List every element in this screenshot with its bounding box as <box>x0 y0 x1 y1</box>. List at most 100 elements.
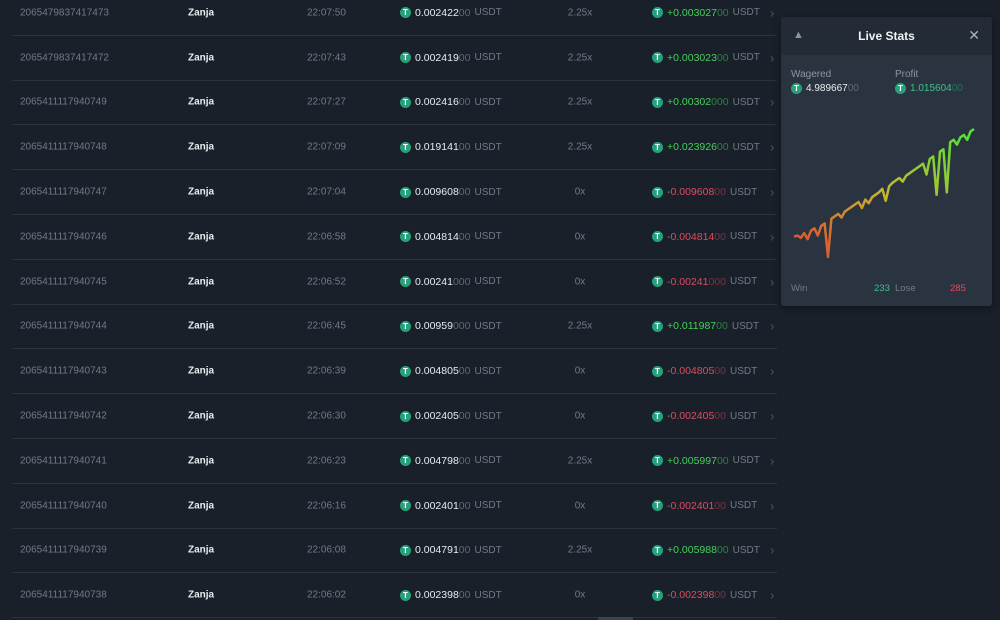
bet-amount: T 0.004798 00 USDT <box>400 455 502 467</box>
tether-icon: T <box>400 141 411 153</box>
currency: USDT <box>474 455 502 467</box>
table-row[interactable]: 2065411117940747 Zanja 22:07:04 T 0.00960… <box>12 170 777 215</box>
tether-icon: T <box>652 320 663 332</box>
username[interactable]: Zanja <box>188 589 215 601</box>
live-stats-panel: ▲ Live Stats ✕ Wagered T 4.989667 00 Profi… <box>781 17 992 306</box>
currency: USDT <box>729 276 758 288</box>
bet-id[interactable]: 2065411117940743 <box>20 365 107 377</box>
table-row[interactable]: 2065411117940748 Zanja 22:07:09 T 0.01914… <box>12 125 777 171</box>
table-row[interactable]: 2065411117940738 Zanja 22:06:02 T 0.00239… <box>12 573 777 619</box>
bet-amount: T 0.002398 00 USDT <box>400 589 502 601</box>
bet-amount: T 0.009608 00 USDT <box>400 186 502 198</box>
live-stats-title: Live Stats <box>858 29 915 43</box>
currency: USDT <box>731 320 760 332</box>
currency: USDT <box>474 7 502 19</box>
chevron-right-icon[interactable]: › <box>770 453 775 469</box>
bet-id[interactable]: 2065411117940744 <box>20 320 107 332</box>
table-row[interactable]: 2065411117940742 Zanja 22:06:30 T 0.00240… <box>12 394 777 439</box>
live-stats-header[interactable]: ▲ Live Stats ✕ <box>781 17 992 55</box>
scroll-indicator[interactable] <box>598 617 633 620</box>
chevron-right-icon[interactable]: › <box>770 229 775 245</box>
chevron-right-icon[interactable]: › <box>770 94 775 110</box>
payout: T +0.005997 00 USDT <box>652 455 760 467</box>
username[interactable]: Zanja <box>188 141 215 153</box>
payout-trail: 00 <box>714 365 726 378</box>
table-row[interactable]: 2065411117940745 Zanja 22:06:52 T 0.00241… <box>12 260 777 305</box>
username[interactable]: Zanja <box>188 231 215 243</box>
multiplier: 0x <box>574 276 586 288</box>
username[interactable]: Zanja <box>188 365 215 377</box>
username[interactable]: Zanja <box>188 52 215 64</box>
username[interactable]: Zanja <box>188 410 215 422</box>
bet-id[interactable]: 2065411117940741 <box>20 455 107 467</box>
amount-main: 0.002416 <box>415 96 459 109</box>
chevron-right-icon[interactable]: › <box>770 50 775 66</box>
chevron-right-icon[interactable]: › <box>770 184 775 200</box>
username[interactable]: Zanja <box>188 320 215 332</box>
payout: T -0.002401 00 USDT <box>652 500 757 512</box>
chevron-right-icon[interactable]: › <box>770 274 775 290</box>
table-row[interactable]: 2065411117940740 Zanja 22:06:16 T 0.00240… <box>12 484 777 529</box>
payout-main: +0.003027 <box>667 6 717 19</box>
payout-main: -0.004814 <box>667 230 715 243</box>
table-row[interactable]: 2065411117940749 Zanja 22:07:27 T 0.00241… <box>12 81 777 126</box>
multiplier: 0x <box>574 186 586 198</box>
close-icon[interactable]: ✕ <box>968 27 980 43</box>
chevron-right-icon[interactable]: › <box>770 408 775 424</box>
username[interactable]: Zanja <box>188 455 215 467</box>
bet-id[interactable]: 2065479837417473 <box>20 7 109 19</box>
table-row[interactable]: 2065411117940744 Zanja 22:06:45 T 0.00959… <box>12 305 777 350</box>
bet-id[interactable]: 2065411117940746 <box>20 231 107 243</box>
currency: USDT <box>474 544 502 556</box>
bet-amount: T 0.004791 00 USDT <box>400 544 502 556</box>
profit-curve <box>793 127 975 259</box>
username[interactable]: Zanja <box>188 544 215 556</box>
bet-id[interactable]: 2065411117940747 <box>20 186 107 198</box>
table-row[interactable]: 2065411117940746 Zanja 22:06:58 T 0.00481… <box>12 215 777 260</box>
chevron-right-icon[interactable]: › <box>770 498 775 514</box>
table-row[interactable]: 2065411117940741 Zanja 22:06:23 T 0.00479… <box>12 439 777 484</box>
chevron-right-icon[interactable]: › <box>770 363 775 379</box>
tether-icon: T <box>400 544 411 556</box>
username[interactable]: Zanja <box>188 186 215 198</box>
bet-id[interactable]: 2065411117940742 <box>20 410 107 422</box>
table-row[interactable]: 2065411117940743 Zanja 22:06:39 T 0.00480… <box>12 349 777 395</box>
username[interactable]: Zanja <box>188 276 215 288</box>
chevron-right-icon[interactable]: › <box>770 318 775 334</box>
bet-id[interactable]: 2065411117940739 <box>20 544 107 556</box>
chevron-right-icon[interactable]: › <box>770 5 775 21</box>
payout-main: -0.009608 <box>667 186 715 199</box>
username[interactable]: Zanja <box>188 7 215 19</box>
amount-main: 0.004791 <box>415 544 459 557</box>
amount-trail: 00 <box>458 365 471 378</box>
bet-id[interactable]: 2065411117940738 <box>20 589 107 601</box>
bet-time: 22:07:43 <box>307 52 346 64</box>
pin-icon[interactable]: ▲ <box>793 29 804 41</box>
bet-id[interactable]: 2065411117940749 <box>20 96 107 108</box>
payout: T +0.003027 00 USDT <box>652 7 760 19</box>
chevron-right-icon[interactable]: › <box>770 139 775 155</box>
amount-main: 0.00241 <box>415 275 453 288</box>
currency: USDT <box>732 7 760 19</box>
currency: USDT <box>732 455 760 467</box>
wagered-value: 4.989667 <box>806 83 848 94</box>
table-row[interactable]: 2065479837417472 Zanja 22:07:43 T 0.00241… <box>12 36 777 81</box>
bet-id[interactable]: 2065479837417472 <box>20 52 109 64</box>
table-row[interactable]: 2065411117940739 Zanja 22:06:08 T 0.00479… <box>12 529 777 574</box>
username[interactable]: Zanja <box>188 500 215 512</box>
multiplier: 0x <box>574 500 586 512</box>
bet-amount: T 0.00959 000 USDT <box>400 320 502 332</box>
amount-trail: 00 <box>458 454 471 467</box>
bet-id[interactable]: 2065411117940745 <box>20 276 107 288</box>
table-row[interactable]: 2065479837417473 Zanja 22:07:50 T 0.00242… <box>12 0 777 36</box>
payout: T -0.00241 000 USDT <box>652 276 757 288</box>
tether-icon: T <box>400 231 411 243</box>
chevron-right-icon[interactable]: › <box>770 587 775 603</box>
tether-icon: T <box>400 96 411 108</box>
payout-trail: 000 <box>711 96 729 109</box>
username[interactable]: Zanja <box>188 96 215 108</box>
bet-id[interactable]: 2065411117940748 <box>20 141 107 153</box>
currency: USDT <box>474 500 502 512</box>
bet-id[interactable]: 2065411117940740 <box>20 500 107 512</box>
chevron-right-icon[interactable]: › <box>770 542 775 558</box>
